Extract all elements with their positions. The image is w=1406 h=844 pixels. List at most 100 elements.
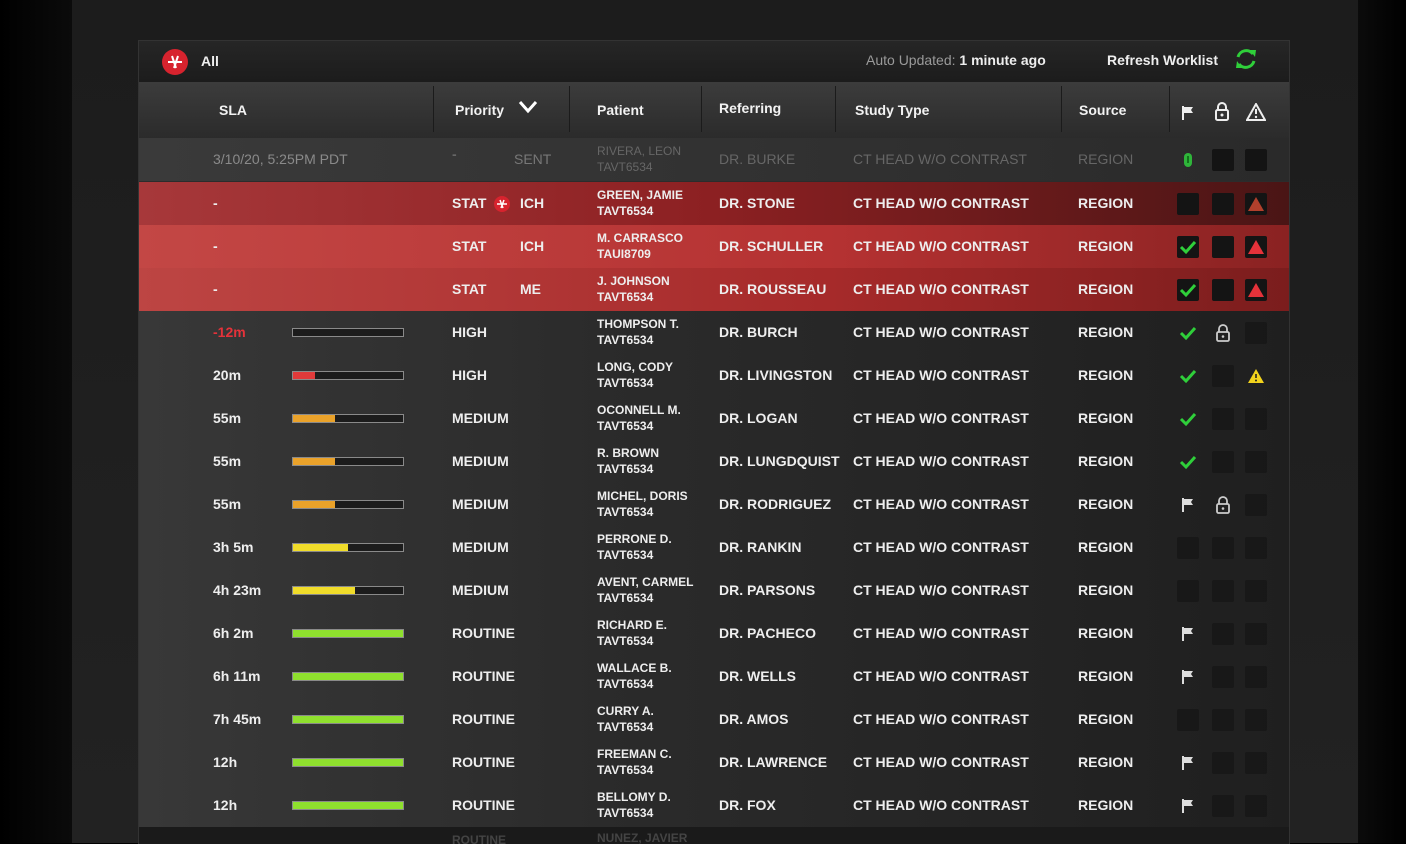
referring-value: DR. AMOS <box>719 711 789 727</box>
table-row[interactable]: 20m HIGH LONG, CODY TAVT6534 DR. LIVINGST… <box>139 354 1289 398</box>
table-row[interactable]: 6h 2m ROUTINE RICHARD E. TAVT6534 DR. PAC… <box>139 612 1289 656</box>
flag-icon[interactable] <box>1178 495 1198 515</box>
chevron-down-icon[interactable] <box>517 99 539 115</box>
table-row-stat[interactable]: - STAT ICH M. CARRASCO TAUI8709 DR. SCHUL… <box>139 225 1289 269</box>
sla-progress-fill <box>293 372 315 379</box>
patient-name: MICHEL, DORIS <box>597 489 688 503</box>
table-row[interactable]: 6h 11m ROUTINE WALLACE B. TAVT6534 DR. WE… <box>139 655 1289 699</box>
flag-cell[interactable] <box>1177 193 1199 215</box>
warning-cell[interactable] <box>1245 408 1267 430</box>
warning-cell[interactable] <box>1245 322 1267 344</box>
flag-icon[interactable] <box>1178 753 1198 773</box>
flag-icon[interactable] <box>1181 105 1195 121</box>
flag-icon[interactable] <box>1178 667 1198 687</box>
flag-cell[interactable] <box>1177 580 1199 602</box>
patient-id: TAUI8709 <box>597 247 651 261</box>
study-type-value: CT HEAD W/O CONTRAST <box>853 281 1029 297</box>
study-type-value: CT HEAD W/O CONTRAST <box>853 238 1029 254</box>
warning-cell[interactable] <box>1245 537 1267 559</box>
lock-cell[interactable] <box>1212 149 1234 171</box>
table-row[interactable]: 12h ROUTINE FREEMAN C. TAVT6534 DR. LAWRE… <box>139 741 1289 785</box>
column-header-patient[interactable]: Patient <box>597 102 644 118</box>
sla-progress-bar <box>292 371 404 380</box>
priority-value: ROUTINE <box>452 797 515 813</box>
table-row-sent[interactable]: 3/10/20, 5:25PM PDT - SENT RIVERA, LEON T… <box>139 138 1289 182</box>
sla-value: 3/10/20, 5:25PM PDT <box>213 151 348 167</box>
refresh-icon[interactable] <box>1233 46 1259 72</box>
warning-cell[interactable] <box>1245 795 1267 817</box>
patient-id: TAVT6534 <box>597 204 654 218</box>
flag-icon[interactable] <box>1178 796 1198 816</box>
warning-cell[interactable] <box>1245 623 1267 645</box>
lock-icon[interactable] <box>1213 323 1233 343</box>
priority-value: ROUTINE <box>452 668 515 684</box>
worklist-filter-all[interactable]: All <box>201 53 219 69</box>
warning-cell[interactable] <box>1245 494 1267 516</box>
sla-progress-fill <box>293 458 335 465</box>
table-row[interactable]: 55m MEDIUM OCONNELL M. TAVT6534 DR. LOGAN… <box>139 397 1289 441</box>
app-logo-icon[interactable] <box>162 49 188 75</box>
column-header-sla[interactable]: SLA <box>219 102 247 118</box>
source-value: REGION <box>1078 539 1134 555</box>
warning-cell[interactable] <box>1245 451 1267 473</box>
lock-cell[interactable] <box>1212 365 1234 387</box>
table-row[interactable]: 55m MEDIUM R. BROWN TAVT6534 DR. LUNGDQUI… <box>139 440 1289 484</box>
auto-updated-status: Auto Updated: 1 minute ago <box>866 52 1046 68</box>
patient-id: TAVT6534 <box>597 462 654 476</box>
table-row-partial[interactable]: ROUTINE NUNEZ, JAVIER <box>139 827 1289 844</box>
lock-cell[interactable] <box>1212 666 1234 688</box>
lock-cell[interactable] <box>1212 279 1234 301</box>
lock-cell[interactable] <box>1212 451 1234 473</box>
sla-value: 7h 45m <box>213 711 262 727</box>
table-row[interactable]: -12m HIGH THOMPSON T. TAVT6534 DR. BURCH … <box>139 311 1289 355</box>
auto-updated-value: 1 minute ago <box>959 52 1046 68</box>
lock-icon[interactable] <box>1213 495 1233 515</box>
table-row[interactable]: 7h 45m ROUTINE CURRY A. TAVT6534 DR. AMOS… <box>139 698 1289 742</box>
flag-cell[interactable] <box>1177 537 1199 559</box>
priority-value: ROUTINE <box>452 833 506 844</box>
refresh-worklist-button[interactable]: Refresh Worklist <box>1107 52 1218 68</box>
warning-yellow-icon <box>1248 369 1264 383</box>
referring-value: DR. PARSONS <box>719 582 816 598</box>
attachment-icon[interactable] <box>1178 150 1198 170</box>
sla-progress-bar <box>292 672 404 681</box>
lock-cell[interactable] <box>1212 709 1234 731</box>
flag-icon[interactable] <box>1178 624 1198 644</box>
warning-cell[interactable] <box>1245 709 1267 731</box>
flag-cell[interactable] <box>1177 709 1199 731</box>
column-header-source[interactable]: Source <box>1079 102 1127 118</box>
warning-cell[interactable] <box>1245 149 1267 171</box>
warning-cell[interactable] <box>1245 752 1267 774</box>
warning-icon[interactable] <box>1246 103 1266 121</box>
table-row[interactable]: 3h 5m MEDIUM PERRONE D. TAVT6534 DR. RANK… <box>139 526 1289 570</box>
finding-label: ICH <box>520 238 545 254</box>
sla-progress-fill <box>293 415 335 422</box>
table-row-stat[interactable]: - STAT ME J. JOHNSON TAVT6534 DR. ROUSSEA… <box>139 268 1289 312</box>
patient-name: R. BROWN <box>597 446 659 460</box>
column-header-study-type[interactable]: Study Type <box>855 102 930 118</box>
table-row[interactable]: 55m MEDIUM MICHEL, DORIS TAVT6534 DR. ROD… <box>139 483 1289 527</box>
column-header-referring[interactable]: Referring <box>719 100 782 116</box>
lock-cell[interactable] <box>1212 580 1234 602</box>
table-row[interactable]: 12h ROUTINE BELLOMY D. TAVT6534 DR. FOX C… <box>139 784 1289 828</box>
referring-value: DR. LAWRENCE <box>719 754 828 770</box>
patient-cell: GREEN, JAMIE TAVT6534 <box>597 187 683 219</box>
warning-cell[interactable] <box>1245 580 1267 602</box>
lock-cell[interactable] <box>1212 795 1234 817</box>
table-row-stat[interactable]: - STAT ICH GREEN, JAMIE TAVT6534 DR. STON… <box>139 182 1289 226</box>
lock-cell[interactable] <box>1212 193 1234 215</box>
lock-cell[interactable] <box>1212 408 1234 430</box>
lock-cell[interactable] <box>1212 752 1234 774</box>
table-row[interactable]: 4h 23m MEDIUM AVENT, CARMEL TAVT6534 DR. … <box>139 569 1289 613</box>
lock-cell[interactable] <box>1212 537 1234 559</box>
lock-icon[interactable] <box>1214 102 1230 121</box>
referring-value: DR. ROUSSEAU <box>719 281 827 297</box>
lock-cell[interactable] <box>1212 623 1234 645</box>
warning-cell[interactable] <box>1245 666 1267 688</box>
lock-cell[interactable] <box>1212 236 1234 258</box>
sla-progress-fill <box>293 630 403 637</box>
column-header-priority[interactable]: Priority <box>455 102 505 118</box>
source-value: REGION <box>1078 281 1134 297</box>
alert-triangle-icon <box>1248 240 1264 254</box>
priority-value: MEDIUM <box>452 410 509 426</box>
